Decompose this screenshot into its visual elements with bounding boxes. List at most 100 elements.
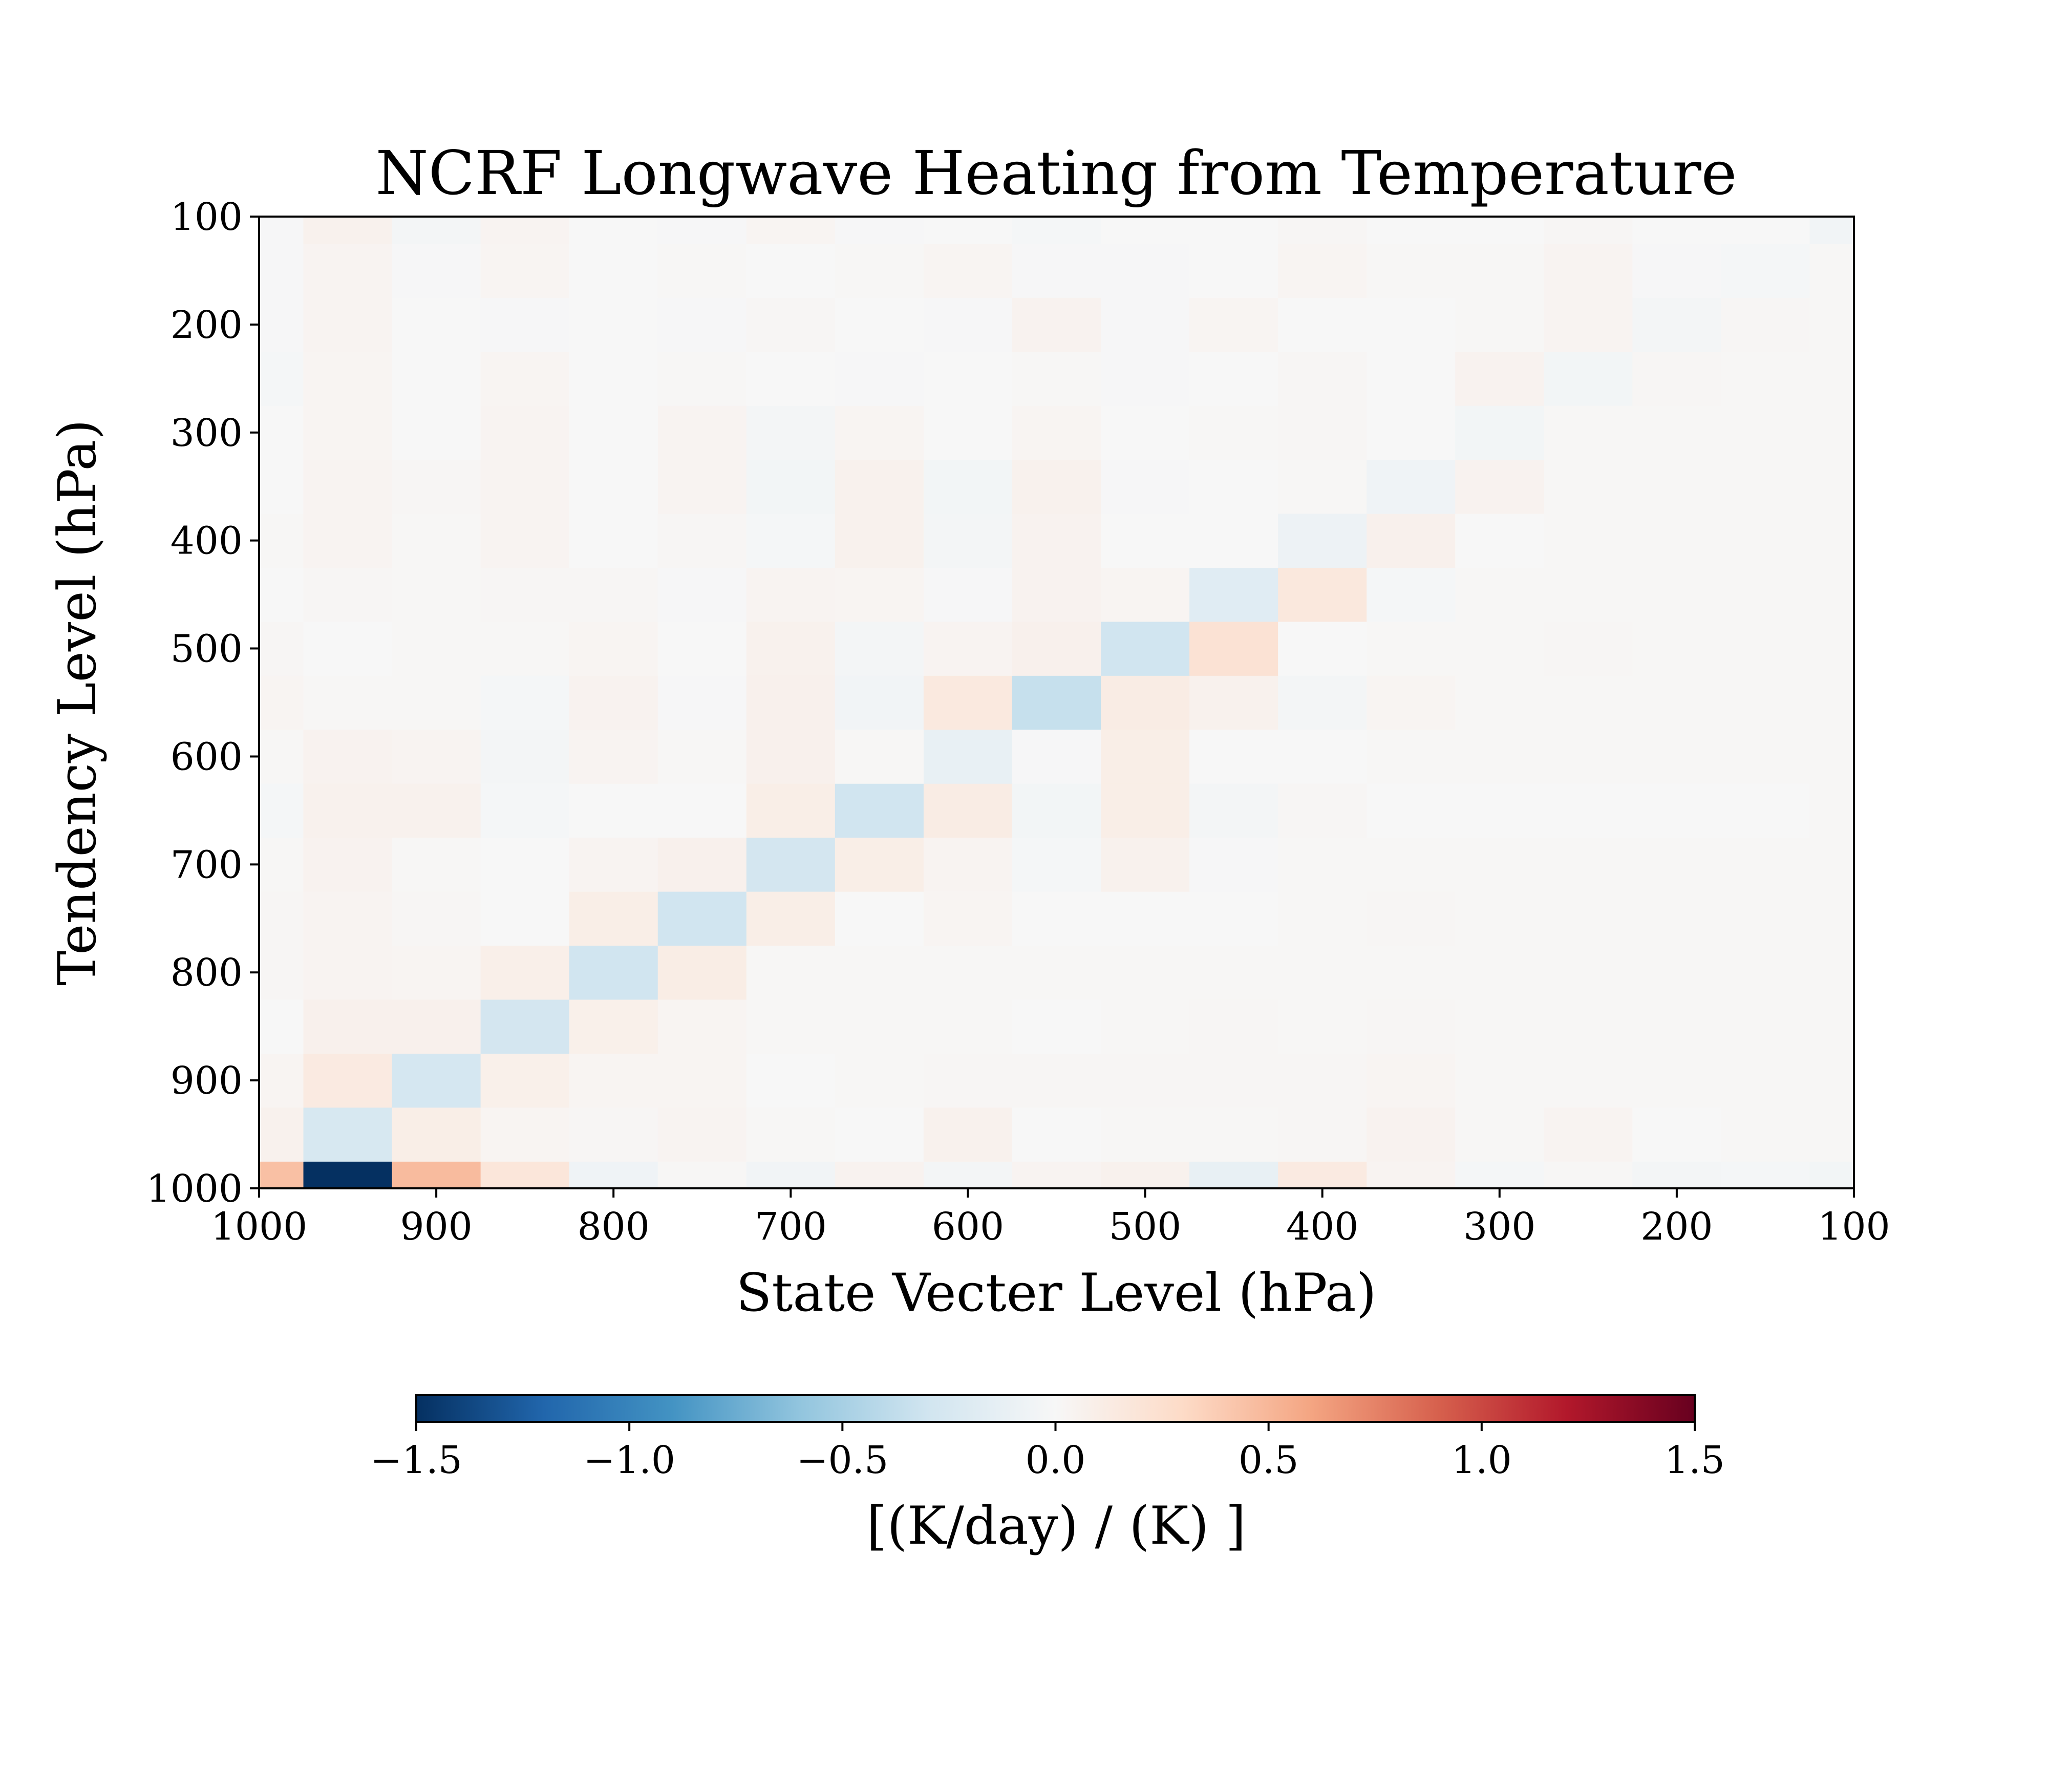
heatmap-cell [259,891,304,946]
heatmap-cell [1809,351,1854,406]
heatmap-cell [746,837,836,892]
heatmap-cell [259,513,304,568]
heatmap-cell [259,243,304,298]
heatmap-cell [746,243,836,298]
heatmap-cell [1278,999,1367,1054]
heatmap-cell [1544,217,1633,244]
heatmap-cell [1278,297,1367,352]
heatmap-cell [1278,217,1367,244]
heatmap-cell [480,459,570,514]
y-tick-label: 400 [170,519,243,563]
heatmap-cell [1455,621,1544,676]
heatmap-cell [1367,675,1456,730]
heatmap-cell [1278,621,1367,676]
heatmap-cell [1367,243,1456,298]
heatmap-cell [657,621,747,676]
heatmap-cell [1101,891,1190,946]
heatmap-cell [1809,406,1854,460]
colorbar-tick-label: −1.5 [370,1438,462,1482]
heatmap-cell [480,1107,570,1162]
heatmap-cell [1632,1161,1722,1189]
heatmap-cell [1544,1107,1633,1162]
heatmap-cell [1455,406,1544,460]
heatmap-cell [480,783,570,838]
heatmap-cell [1544,783,1633,838]
heatmap-cell [569,891,658,946]
heatmap-cell [657,351,747,406]
heatmap-cell [1189,567,1278,622]
heatmap-cell [1189,945,1278,1000]
heatmap-cell [259,217,304,244]
heatmap-cell [923,729,1013,784]
heatmap-cell [657,891,747,946]
heatmap-cell [569,1053,658,1108]
heatmap-cell [259,621,304,676]
heatmap-cell [1189,1053,1278,1108]
heatmap-cell [835,945,924,1000]
heatmap-cell [480,675,570,730]
heatmap-cell [657,675,747,730]
heatmap-cell [746,567,836,622]
heatmap-cell [569,999,658,1054]
heatmap-cell [1367,999,1456,1054]
heatmap-cell [569,675,658,730]
heatmap-cell [1367,406,1456,460]
heatmap-cell [392,1053,481,1108]
heatmap-cell [746,891,836,946]
colorbar-tick-label: 1.5 [1665,1438,1725,1482]
heatmap-cell [1012,1053,1101,1108]
heatmap-cell [1809,999,1854,1054]
heatmap-cell [480,621,570,676]
heatmap-cell [923,513,1013,568]
heatmap-cell [1012,406,1101,460]
heatmap-cell [746,1161,836,1189]
heatmap-cell [259,675,304,730]
heatmap-cell [1455,459,1544,514]
heatmap-cell [1278,1053,1367,1108]
heatmap-cell [569,1107,658,1162]
heatmap-cell [259,459,304,514]
heatmap-cell [1278,675,1367,730]
y-tick-label: 800 [170,951,243,995]
heatmap-cell [259,999,304,1054]
heatmap-cell [1012,217,1101,244]
heatmap-cell [1278,1161,1367,1189]
heatmap-cell [1455,297,1544,352]
heatmap-cell [569,351,658,406]
heatmap-cell [1632,621,1722,676]
heatmap-cell [835,1161,924,1189]
colorbar-ticks: −1.5 −1.0 −0.5 0.0 0.5 1.0 1.5 [370,1422,1725,1482]
heatmap-cell [392,999,481,1054]
heatmap-cell [1278,837,1367,892]
heatmap-cell [392,351,481,406]
heatmap-cell [1101,567,1190,622]
heatmap-cell [392,945,481,1000]
heatmap-cell [1101,351,1190,406]
heatmap-cell [1544,891,1633,946]
heatmap-cell [1367,621,1456,676]
heatmap-cell [657,945,747,1000]
heatmap-cell [835,243,924,298]
y-tick-label: 500 [170,627,243,671]
heatmap-cell [1721,459,1810,514]
heatmap-cell [303,1107,393,1162]
heatmap-cell [1101,837,1190,892]
heatmap-cell [1101,217,1190,244]
heatmap-cell [1278,351,1367,406]
heatmap-cell [392,1161,481,1189]
heatmap-cell [746,783,836,838]
colorbar-label: [(K/day) / (K) ] [867,1496,1246,1556]
heatmap-cell [1101,243,1190,298]
heatmap-cell [569,459,658,514]
heatmap-cell [1721,999,1810,1054]
heatmap-cell [1189,459,1278,514]
heatmap-cell [746,217,836,244]
heatmap-cell [569,945,658,1000]
heatmap-cell [1278,243,1367,298]
heatmap-cell [923,891,1013,946]
heatmap-cell [480,217,570,244]
heatmap-cell [1278,891,1367,946]
heatmap-cell [657,217,747,244]
heatmap-cell [1809,837,1854,892]
